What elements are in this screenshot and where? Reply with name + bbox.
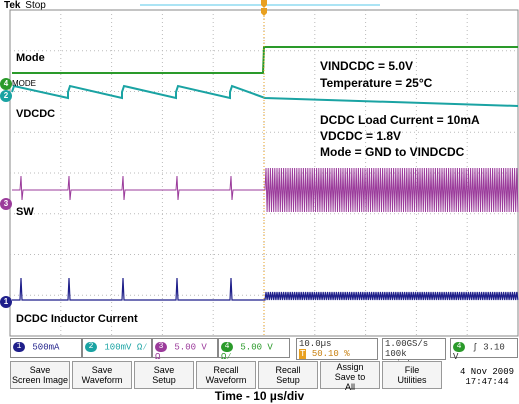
trigger-position: T 50.10 % bbox=[299, 349, 350, 359]
ch4-scale-readout[interactable]: 4 5.00 V Ω⁄ bbox=[218, 338, 290, 362]
ch3-ground-marker[interactable]: 3 bbox=[0, 198, 12, 210]
trigger-slope-icon: ʃ bbox=[472, 342, 478, 353]
ch3-badge: 3 bbox=[155, 342, 167, 352]
timebase-value: 10.0µs bbox=[299, 339, 332, 349]
ch3-suffix: Ω bbox=[155, 352, 161, 363]
date: 4 Nov 2009 bbox=[460, 367, 515, 377]
ch3-scale-readout[interactable]: 3 5.00 V Ω bbox=[152, 338, 218, 362]
ch4-ground-marker[interactable]: 4 bbox=[0, 78, 12, 90]
ch1-badge: 1 bbox=[13, 342, 25, 352]
time: 17:47:44 bbox=[465, 377, 509, 387]
ch2-scale: 100mV bbox=[104, 342, 132, 353]
trigger-position-marker-icon bbox=[261, 8, 267, 16]
ch4-trace bbox=[12, 46, 518, 74]
trigger-level: 3.10 V bbox=[453, 342, 505, 363]
acquisition-readout[interactable]: 1.00GS/s 100k points bbox=[382, 338, 446, 369]
trigger-readout[interactable]: 4 ʃ 3.10 V bbox=[450, 338, 518, 362]
date-time: 4 Nov 2009 17:47:44 bbox=[460, 367, 514, 387]
ch1-trace bbox=[12, 277, 519, 301]
ch2-suffix: Ω⁄ bbox=[136, 342, 148, 353]
ch1-scale: 500mA bbox=[32, 342, 60, 353]
ch1-scale-readout[interactable]: 1 500mA bbox=[10, 338, 82, 358]
ch2-badge: 2 bbox=[85, 342, 97, 352]
annotation-temperature: Temperature = 25°C bbox=[320, 76, 433, 90]
sample-rate: 1.00GS/s bbox=[385, 339, 429, 349]
brand-label: Tek bbox=[4, 0, 21, 11]
timebase-readout[interactable]: 10.0µs T 50.10 % bbox=[296, 338, 378, 360]
save-waveform-button[interactable]: Save Waveform bbox=[72, 361, 132, 389]
time-axis-label: Time - 10 µs/div bbox=[214, 389, 305, 403]
file-utilities-button[interactable]: File Utilities bbox=[382, 361, 442, 389]
ch4-label: Mode bbox=[16, 52, 45, 64]
save-setup-button[interactable]: Save Setup bbox=[134, 361, 194, 389]
ch1-label: DCDC Inductor Current bbox=[16, 313, 138, 325]
ch2-label: VDCDC bbox=[16, 108, 56, 120]
annotation-vdcdc: VDCDC = 1.8V bbox=[320, 129, 402, 143]
save-screen-image-button[interactable]: Save Screen Image bbox=[10, 361, 70, 389]
ch3-label: SW bbox=[16, 206, 34, 218]
status-bar: 1 500mA 2 100mV Ω⁄ 3 5.00 V Ω 4 5.00 V Ω… bbox=[10, 338, 519, 369]
recall-setup-button[interactable]: Recall Setup bbox=[258, 361, 318, 389]
ch2-scale-readout[interactable]: 2 100mV Ω⁄ bbox=[82, 338, 152, 358]
ch4-scale: 5.00 V bbox=[240, 342, 273, 353]
ch3-scale: 5.00 V bbox=[174, 342, 207, 353]
ch4-badge: 4 bbox=[221, 342, 233, 352]
annotation-mode: Mode = GND to VINDCDC bbox=[320, 145, 465, 159]
annotation-vindcdc: VINDCDC = 5.0V bbox=[320, 59, 414, 73]
assign-save-button[interactable]: Assign Save to All bbox=[320, 361, 380, 392]
ch1-ground-marker[interactable]: 1 bbox=[0, 296, 12, 308]
acquisition-state: Stop bbox=[25, 0, 46, 11]
ch4-marker-text: MODE bbox=[12, 79, 36, 88]
trigger-position-icon bbox=[261, 0, 267, 8]
ch3-trace bbox=[12, 167, 519, 213]
ch2-ground-marker[interactable]: 2 bbox=[0, 90, 12, 102]
scope-header: Tek Stop bbox=[4, 0, 46, 11]
annotation-load-current: DCDC Load Current = 10mA bbox=[320, 113, 480, 127]
trigger-source-badge: 4 bbox=[453, 342, 465, 352]
bottom-menu: Save Screen Image Save Waveform Save Set… bbox=[10, 360, 519, 392]
recall-waveform-button[interactable]: Recall Waveform bbox=[196, 361, 256, 389]
ch2-trace bbox=[11, 84, 519, 107]
ch4-suffix: Ω⁄ bbox=[221, 352, 232, 363]
